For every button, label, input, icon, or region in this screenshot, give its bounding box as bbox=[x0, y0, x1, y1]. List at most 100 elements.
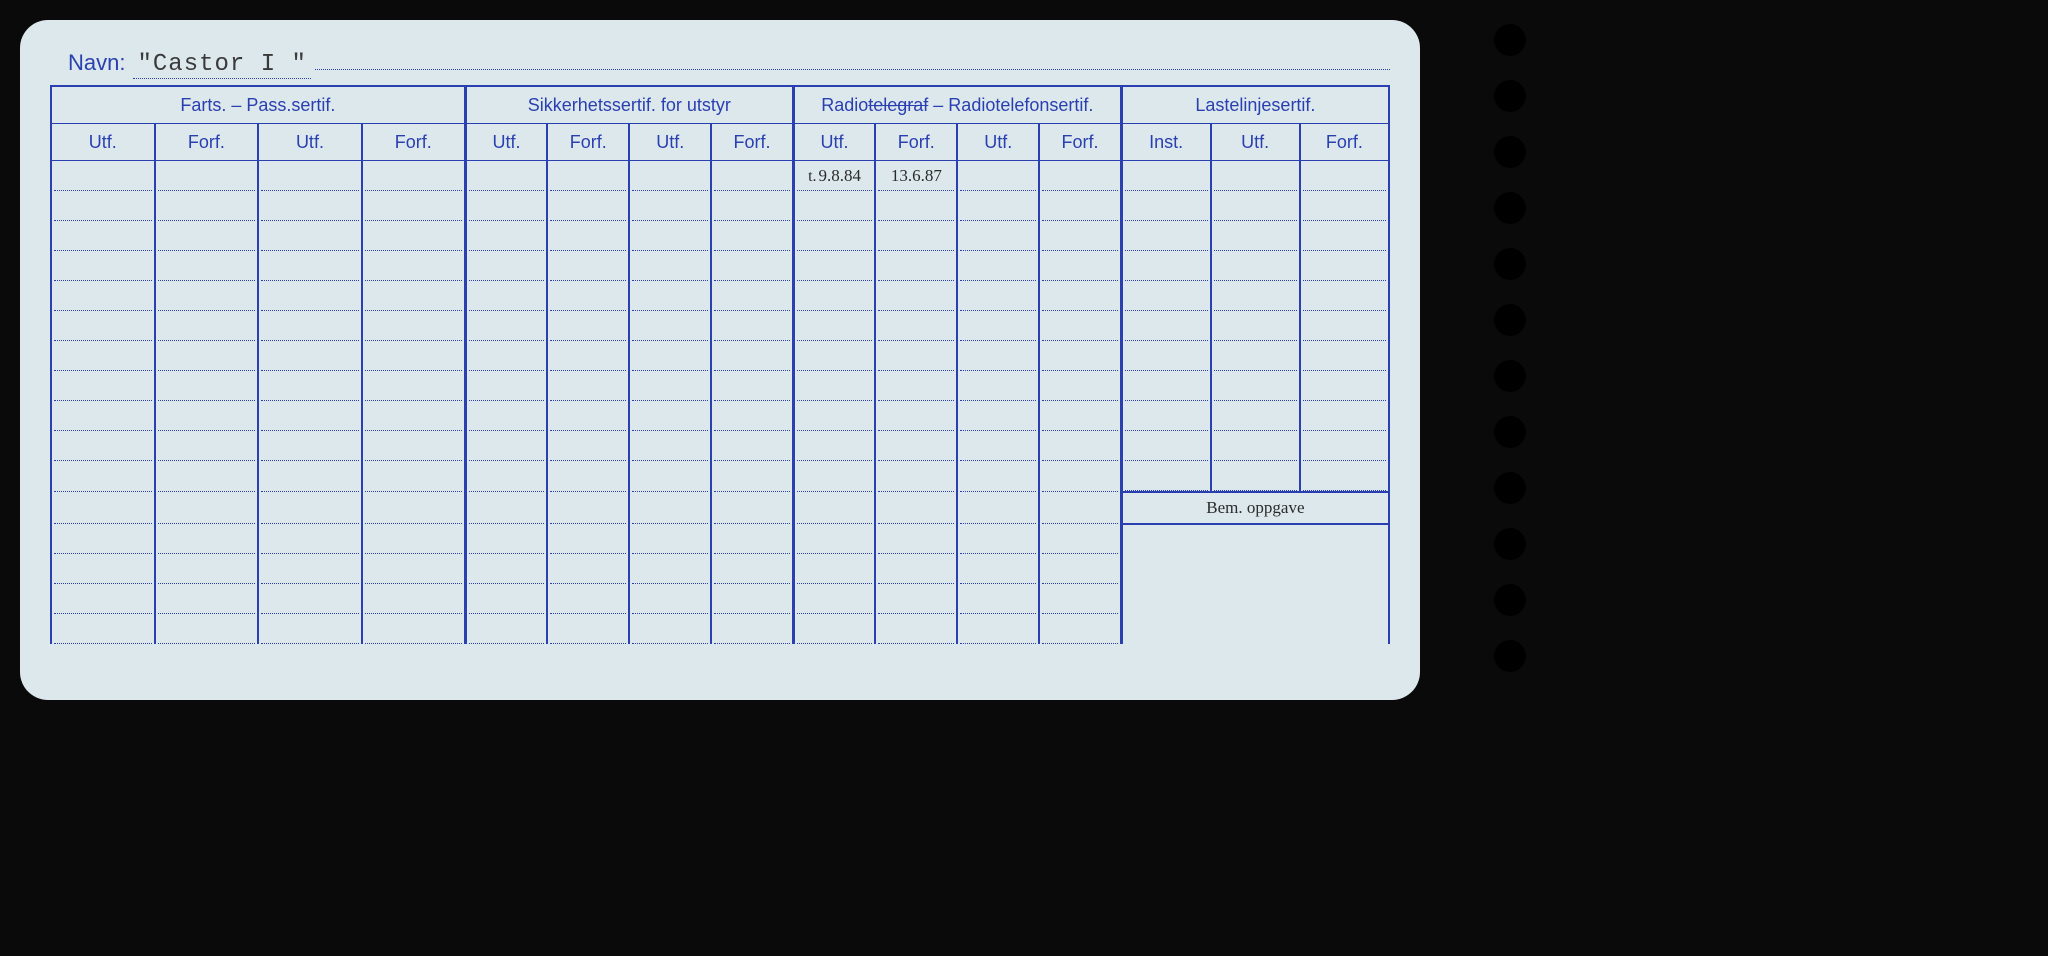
table-cell bbox=[711, 614, 793, 644]
table-cell bbox=[957, 524, 1039, 554]
table-cell bbox=[258, 281, 362, 311]
punch-hole bbox=[1494, 584, 1526, 616]
table-row bbox=[51, 311, 1389, 341]
table-cell bbox=[51, 371, 155, 401]
punch-hole bbox=[1494, 640, 1526, 672]
punch-hole bbox=[1494, 80, 1526, 112]
table-cell: t.9.8.84 bbox=[793, 161, 875, 192]
table-cell bbox=[465, 614, 547, 644]
table-cell bbox=[465, 281, 547, 311]
table-cell bbox=[957, 554, 1039, 584]
table-cell bbox=[258, 341, 362, 371]
table-cell bbox=[258, 401, 362, 431]
table-cell bbox=[1121, 221, 1210, 251]
col-header: Utf. bbox=[258, 124, 362, 161]
cell-entry: 9.8.84 bbox=[819, 166, 862, 185]
table-cell bbox=[957, 311, 1039, 341]
table-cell bbox=[1039, 251, 1121, 281]
table-cell bbox=[1300, 311, 1389, 341]
table-body: t.9.8.8413.6.87Bem. oppgave bbox=[51, 161, 1389, 645]
table-cell bbox=[465, 461, 547, 492]
table-cell bbox=[51, 492, 155, 524]
table-cell bbox=[793, 341, 875, 371]
table-cell bbox=[258, 554, 362, 584]
table-cell bbox=[258, 584, 362, 614]
group-header-farts: Farts. – Pass.sertif. bbox=[51, 87, 465, 124]
table-cell bbox=[547, 401, 629, 431]
punch-hole bbox=[1494, 472, 1526, 504]
table-cell bbox=[1121, 341, 1210, 371]
table-cell bbox=[875, 614, 957, 644]
table-cell bbox=[629, 461, 711, 492]
table-cell bbox=[629, 281, 711, 311]
table-cell bbox=[465, 371, 547, 401]
table-cell bbox=[258, 191, 362, 221]
table-cell bbox=[1300, 461, 1389, 492]
table-cell bbox=[547, 584, 629, 614]
table-cell bbox=[258, 492, 362, 524]
table-cell bbox=[957, 401, 1039, 431]
table-cell bbox=[793, 281, 875, 311]
table-cell bbox=[1121, 311, 1210, 341]
table-cell bbox=[51, 191, 155, 221]
table-cell bbox=[1300, 341, 1389, 371]
table-cell bbox=[258, 461, 362, 492]
table-cell bbox=[957, 341, 1039, 371]
table-cell bbox=[547, 431, 629, 461]
col-header: Forf. bbox=[155, 124, 259, 161]
table-cell bbox=[1121, 461, 1210, 492]
table-cell bbox=[1039, 191, 1121, 221]
col-header: Forf. bbox=[1300, 124, 1389, 161]
table-cell bbox=[711, 251, 793, 281]
table-cell bbox=[51, 524, 155, 554]
punch-hole bbox=[1494, 136, 1526, 168]
table-cell bbox=[155, 524, 259, 554]
punch-hole bbox=[1494, 24, 1526, 56]
col-header: Forf. bbox=[362, 124, 466, 161]
table-cell bbox=[875, 191, 957, 221]
table-cell bbox=[957, 492, 1039, 524]
table-cell bbox=[1211, 311, 1300, 341]
table-cell bbox=[1039, 554, 1121, 584]
table-cell bbox=[1039, 584, 1121, 614]
table-cell bbox=[793, 401, 875, 431]
table-cell bbox=[1039, 371, 1121, 401]
table-cell bbox=[465, 161, 547, 192]
table-cell bbox=[547, 461, 629, 492]
radio-pre: Radio bbox=[821, 95, 868, 115]
table-cell bbox=[793, 584, 875, 614]
table-row bbox=[51, 191, 1389, 221]
table-cell bbox=[465, 191, 547, 221]
table-cell bbox=[1039, 401, 1121, 431]
table-cell bbox=[629, 251, 711, 281]
table-cell bbox=[1211, 281, 1300, 311]
table-cell bbox=[793, 371, 875, 401]
table-cell bbox=[362, 492, 466, 524]
table-cell bbox=[155, 401, 259, 431]
table-cell bbox=[875, 401, 957, 431]
table-cell bbox=[629, 221, 711, 251]
table-cell bbox=[547, 191, 629, 221]
table-cell bbox=[258, 161, 362, 192]
table-cell bbox=[957, 221, 1039, 251]
col-header: Utf. bbox=[465, 124, 547, 161]
table-cell bbox=[155, 311, 259, 341]
table-cell bbox=[362, 341, 466, 371]
table-cell bbox=[629, 371, 711, 401]
table-cell bbox=[875, 461, 957, 492]
table-cell bbox=[1039, 281, 1121, 311]
name-value: "Castor I " bbox=[133, 51, 310, 79]
table-cell bbox=[875, 281, 957, 311]
table-cell bbox=[875, 221, 957, 251]
table-cell bbox=[629, 554, 711, 584]
table-cell bbox=[155, 492, 259, 524]
table-cell bbox=[629, 311, 711, 341]
table-cell bbox=[629, 431, 711, 461]
table-row bbox=[51, 461, 1389, 492]
table-cell bbox=[51, 614, 155, 644]
name-dotted-line bbox=[315, 68, 1390, 70]
table-cell bbox=[875, 492, 957, 524]
table-cell bbox=[957, 281, 1039, 311]
table-cell bbox=[1039, 161, 1121, 192]
table-cell bbox=[957, 461, 1039, 492]
